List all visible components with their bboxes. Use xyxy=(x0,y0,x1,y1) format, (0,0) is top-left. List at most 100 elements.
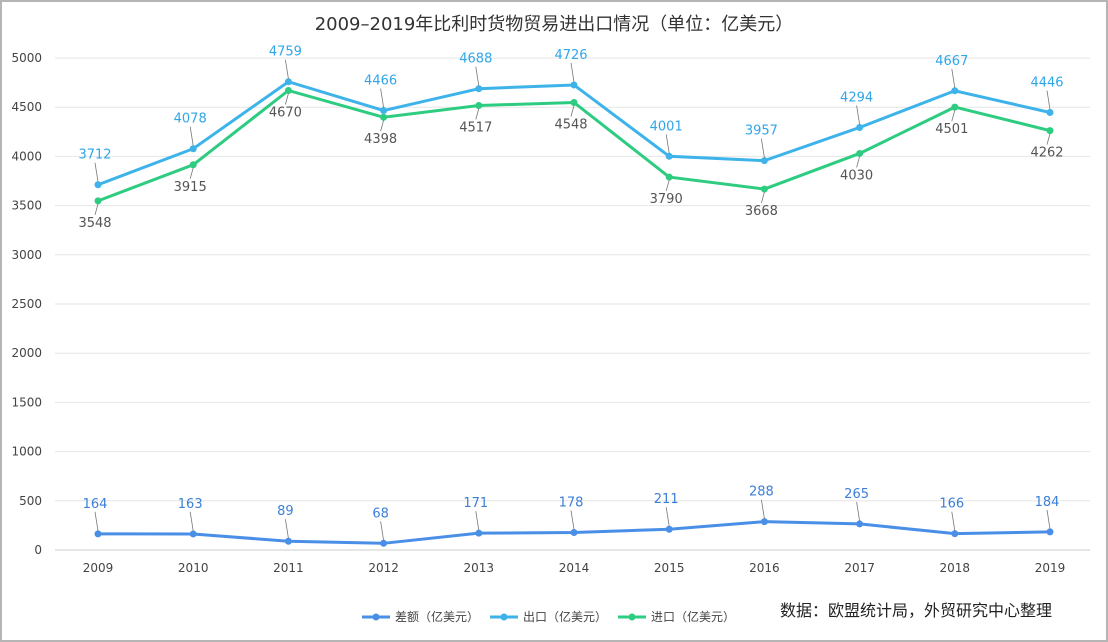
label-leader xyxy=(475,511,480,531)
label-leader xyxy=(380,88,384,108)
data-label: 178 xyxy=(559,495,584,510)
data-label: 166 xyxy=(939,497,964,512)
data-label: 4030 xyxy=(840,168,873,183)
label-leader xyxy=(189,126,194,146)
legend-label: 进口（亿美元） xyxy=(651,609,735,624)
data-point xyxy=(760,157,768,165)
data-label: 3915 xyxy=(174,180,207,195)
label-leader xyxy=(570,510,575,530)
label-leader xyxy=(475,108,480,120)
label-leader xyxy=(761,191,765,204)
data-point xyxy=(856,520,864,528)
x-tick-label: 2016 xyxy=(749,561,780,575)
label-leader xyxy=(1046,90,1051,110)
legend-marker xyxy=(500,613,508,621)
label-leader xyxy=(951,68,956,88)
data-point xyxy=(284,537,292,545)
data-label: 3712 xyxy=(78,148,111,163)
label-leader xyxy=(94,162,99,182)
x-tick-label: 2018 xyxy=(940,561,971,575)
data-label: 4670 xyxy=(269,105,302,120)
data-label: 3957 xyxy=(745,124,778,139)
y-tick-label: 2000 xyxy=(11,346,42,360)
data-label: 4262 xyxy=(1030,146,1063,161)
x-tick-label: 2011 xyxy=(273,561,304,575)
data-point xyxy=(189,145,197,153)
source-note: 数据：欧盟统计局，外贸研究中心整理 xyxy=(780,601,1053,620)
data-point xyxy=(760,185,768,193)
y-tick-label: 3500 xyxy=(11,199,42,213)
data-point xyxy=(380,107,388,115)
data-point xyxy=(951,103,959,111)
label-leader xyxy=(951,109,956,122)
data-point xyxy=(570,528,578,536)
data-label: 184 xyxy=(1035,495,1060,510)
label-leader xyxy=(856,105,860,125)
data-label: 4466 xyxy=(364,74,397,89)
y-tick-label: 2500 xyxy=(11,297,42,311)
data-point xyxy=(475,102,483,110)
legend-label: 出口（亿美元） xyxy=(523,609,607,624)
data-point xyxy=(665,173,673,181)
label-leader xyxy=(665,134,670,154)
data-point xyxy=(760,518,768,526)
y-tick-label: 5000 xyxy=(11,51,42,65)
data-label: 3668 xyxy=(745,204,778,219)
label-leader xyxy=(285,519,289,539)
label-leader xyxy=(380,521,384,541)
data-point xyxy=(856,149,864,157)
label-leader xyxy=(951,511,956,531)
data-point xyxy=(1046,109,1054,117)
legend-marker xyxy=(372,613,380,621)
data-label: 89 xyxy=(277,504,294,519)
data-label: 4501 xyxy=(935,122,968,137)
data-label: 4726 xyxy=(554,48,587,63)
data-point xyxy=(475,529,483,537)
y-tick-label: 4000 xyxy=(11,149,42,163)
legend-marker xyxy=(628,613,636,621)
label-leader xyxy=(475,66,480,86)
label-leader xyxy=(856,156,860,168)
label-leader xyxy=(665,179,670,192)
data-point xyxy=(665,525,673,533)
x-tick-label: 2009 xyxy=(83,561,114,575)
data-point xyxy=(475,85,483,93)
y-tick-label: 1000 xyxy=(11,445,42,459)
data-point xyxy=(570,98,578,106)
data-label: 164 xyxy=(83,497,108,512)
data-label: 163 xyxy=(178,497,203,512)
data-point xyxy=(856,123,864,131)
label-leader xyxy=(94,203,99,215)
label-leader xyxy=(665,507,670,527)
data-label: 3548 xyxy=(78,216,111,231)
y-tick-label: 0 xyxy=(34,543,42,557)
x-tick-label: 2013 xyxy=(464,561,495,575)
label-leader xyxy=(570,105,575,117)
label-leader xyxy=(285,93,289,105)
label-leader xyxy=(189,511,194,532)
x-tick-label: 2015 xyxy=(654,561,685,575)
x-tick-label: 2012 xyxy=(368,561,399,575)
data-point xyxy=(189,161,197,169)
data-point xyxy=(380,539,388,547)
data-point xyxy=(380,113,388,121)
data-point xyxy=(284,86,292,94)
data-label: 4398 xyxy=(364,132,397,147)
label-leader xyxy=(380,120,384,132)
data-point xyxy=(284,78,292,86)
data-label: 4759 xyxy=(269,45,302,60)
label-leader xyxy=(94,511,99,531)
data-label: 4078 xyxy=(174,112,207,127)
y-tick-label: 500 xyxy=(19,494,42,508)
label-leader xyxy=(856,501,860,521)
x-tick-label: 2014 xyxy=(559,561,590,575)
data-point xyxy=(94,181,102,189)
label-leader xyxy=(1046,133,1051,145)
label-leader xyxy=(570,62,575,83)
data-label: 265 xyxy=(844,487,869,502)
data-point xyxy=(570,81,578,89)
x-tick-label: 2010 xyxy=(178,561,209,575)
data-point xyxy=(951,87,959,95)
